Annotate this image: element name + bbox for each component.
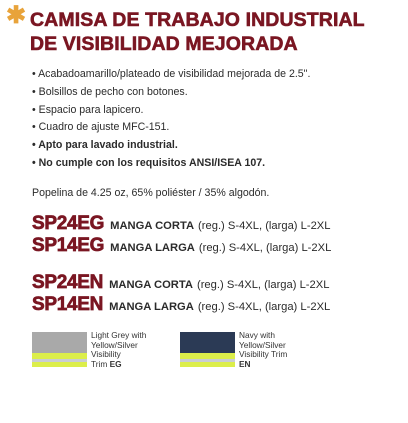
size-range: (reg.) S-4XL, (larga) L-2XL: [198, 220, 331, 232]
feature-item: No cumple con los requisitos ANSI/ISEA 1…: [32, 155, 310, 173]
fabric-description: Popelina de 4.25 oz, 65% poliéster / 35%…: [32, 187, 270, 199]
swatch-label-line: Trim EG: [91, 358, 181, 370]
title-line-1: CAMISA DE TRABAJO INDUSTRIAL: [30, 9, 365, 32]
size-range: (reg.) S-4XL, (larga) L-2XL: [196, 279, 330, 291]
swatch-label-line: Yellow/Silver: [91, 339, 138, 350]
swatch-trim-text: Trim: [91, 358, 108, 369]
feature-item: Espacio para lapicero.: [32, 102, 310, 120]
light-grey-swatch: [32, 332, 87, 367]
swatch-code: EN: [239, 358, 251, 369]
title-line-2: DE VISIBILIDAD MEJORADA: [30, 33, 298, 56]
sleeve-type: MANGA LARGA: [109, 301, 194, 313]
product-code: SP24EN: [32, 272, 104, 294]
swatch-label-line: Visibility Trim: [239, 349, 288, 360]
sleeve-type: MANGA LARGA: [110, 242, 195, 254]
star-icon: ✱: [6, 2, 27, 29]
size-range: (reg.) S-4XL, (larga) L-2XL: [198, 242, 332, 254]
product-row: SP14EG MANGA LARGA (reg.) S-4XL, (larga)…: [32, 235, 332, 257]
sleeve-type: MANGA CORTA: [110, 220, 195, 232]
product-code: SP14EN: [32, 294, 104, 316]
sleeve-type: MANGA CORTA: [109, 279, 193, 291]
product-code: SP24EG: [32, 213, 105, 235]
swatch-label-line: Visibility: [91, 349, 121, 360]
feature-list: Acabadoamarillo/plateado de visibilidad …: [32, 66, 310, 173]
swatch-label-line: EN: [239, 358, 329, 370]
page-title: CAMISA DE TRABAJO INDUSTRIAL DE VISIBILI…: [30, 8, 402, 56]
feature-item: Acabadoamarillo/plateado de visibilidad …: [32, 66, 310, 84]
feature-item: Apto para lavado industrial.: [32, 137, 310, 155]
product-row: SP24EG MANGA CORTA (reg.) S-4XL, (larga)…: [32, 213, 331, 235]
swatch-label: Navy with Yellow/Silver Visibility Trim …: [239, 330, 329, 370]
swatch-label-line: Yellow/Silver: [239, 339, 286, 350]
product-row: SP24EN MANGA CORTA (reg.) S-4XL, (larga)…: [32, 272, 330, 294]
product-row: SP14EN MANGA LARGA (reg.) S-4XL, (larga)…: [32, 294, 331, 316]
feature-item: Cuadro de ajuste MFC-151.: [32, 119, 310, 137]
size-range: (reg.) S-4XL, (larga) L-2XL: [197, 301, 331, 313]
swatch-code: EG: [109, 358, 122, 369]
product-code: SP14EG: [32, 235, 105, 257]
feature-item: Bolsillos de pecho con botones.: [32, 84, 310, 102]
swatch-label-line: Navy with: [239, 330, 275, 340]
navy-swatch: [180, 332, 235, 367]
swatch-label: Light Grey with Yellow/Silver Visibility…: [91, 330, 181, 370]
swatch-label-line: Light Grey with: [91, 330, 147, 340]
